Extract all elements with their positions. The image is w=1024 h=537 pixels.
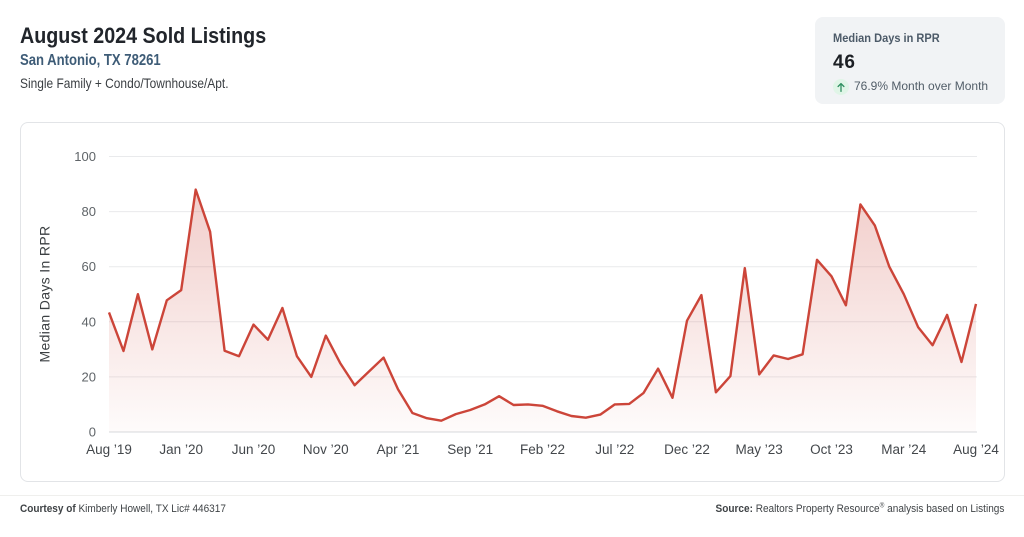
svg-text:Dec ’22: Dec ’22 xyxy=(664,442,710,457)
svg-text:Oct ’23: Oct ’23 xyxy=(810,442,853,457)
svg-text:May ’23: May ’23 xyxy=(736,442,783,457)
svg-text:Nov ’20: Nov ’20 xyxy=(303,442,349,457)
svg-text:60: 60 xyxy=(82,259,96,274)
svg-text:Mar ’24: Mar ’24 xyxy=(881,442,927,457)
svg-text:0: 0 xyxy=(89,425,96,440)
svg-text:Sep ’21: Sep ’21 xyxy=(447,442,493,457)
svg-text:Jan ’20: Jan ’20 xyxy=(159,442,203,457)
svg-text:Aug ’24: Aug ’24 xyxy=(953,442,999,457)
svg-text:Median Days In RPR: Median Days In RPR xyxy=(37,225,53,362)
svg-text:80: 80 xyxy=(82,204,96,219)
svg-text:100: 100 xyxy=(74,149,96,164)
svg-text:Jun ’20: Jun ’20 xyxy=(232,442,276,457)
svg-text:40: 40 xyxy=(82,314,96,329)
svg-text:20: 20 xyxy=(82,369,96,384)
svg-text:Feb ’22: Feb ’22 xyxy=(520,442,565,457)
svg-text:Jul ’22: Jul ’22 xyxy=(595,442,634,457)
svg-text:Apr ’21: Apr ’21 xyxy=(377,442,420,457)
svg-text:Aug ’19: Aug ’19 xyxy=(86,442,132,457)
